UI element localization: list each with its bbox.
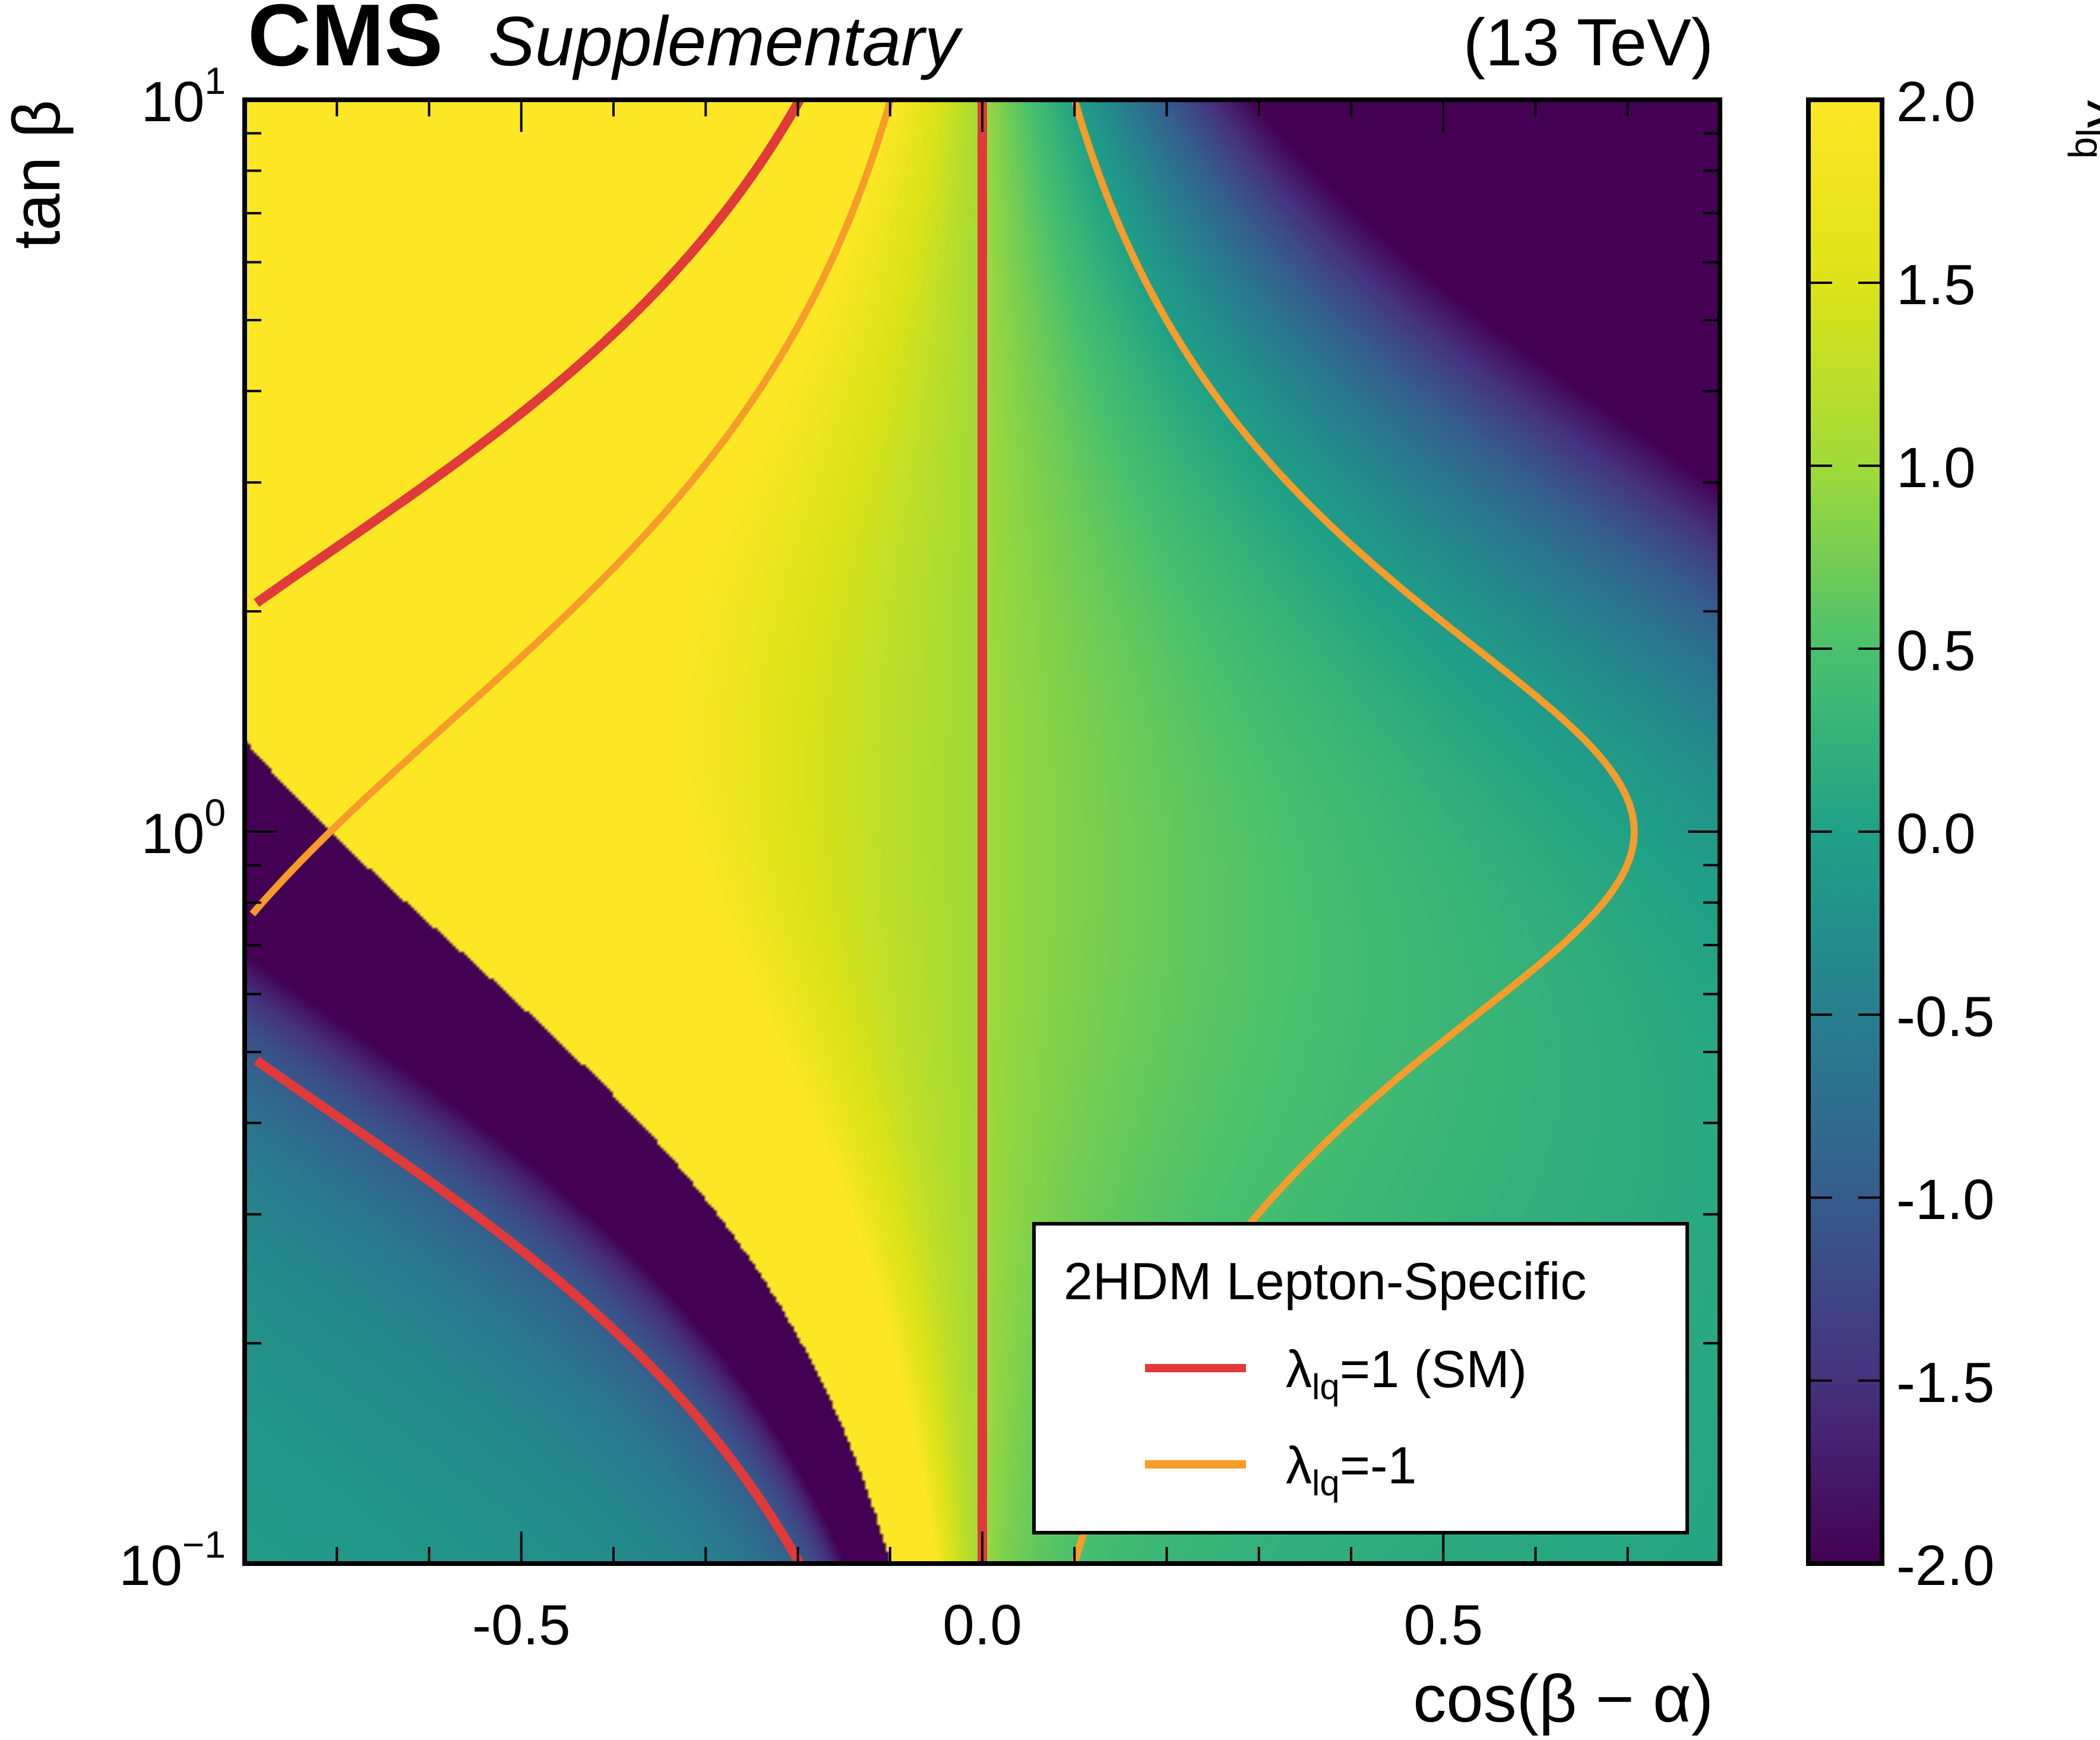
colorbar-tick-label: -0.5 bbox=[1896, 985, 1994, 1049]
colorbar-tick-label: -1.5 bbox=[1896, 1351, 1994, 1414]
x-ticks: -0.5 0.0 0.5 bbox=[243, 100, 1721, 1657]
legend-sm-subscript: lq bbox=[1312, 1367, 1340, 1407]
colorbar-tick-label: 1.5 bbox=[1896, 253, 1975, 317]
colorbar-label-subscript: lq bbox=[2067, 128, 2100, 159]
x-axis-label: cos(β − α) bbox=[1413, 1662, 1713, 1736]
colorbar-tick-label: 2.0 bbox=[1896, 70, 1975, 134]
y-tick-base: 10 bbox=[119, 1534, 182, 1597]
x-tick-label: 0.0 bbox=[943, 1593, 1021, 1657]
legend-minus-one-subscript: lq bbox=[1312, 1463, 1340, 1503]
y-tick-label: 10−1 bbox=[119, 1523, 226, 1597]
y-tick-label: 101 bbox=[141, 59, 226, 134]
y-tick-base: 10 bbox=[141, 70, 205, 134]
colorbar-label-symbol: λ bbox=[2075, 100, 2100, 128]
colorbar: 2.0 1.5 1.0 0.5 0.0 -0.5 -1.0 -1.5 -2.0 λlq bbox=[1806, 70, 2100, 1597]
y-tick-exponent: 1 bbox=[204, 59, 226, 102]
legend-minus-one-symbol: λ bbox=[1286, 1436, 1312, 1495]
legend-title: 2HDM Lepton-Specific bbox=[1064, 1252, 1586, 1310]
colorbar-tick-label: 1.0 bbox=[1896, 436, 1975, 500]
legend-sm-text: =1 (SM) bbox=[1340, 1340, 1527, 1398]
colorbar-label: λlq bbox=[2067, 100, 2100, 159]
y-tick-exponent: −1 bbox=[182, 1523, 226, 1566]
heatmap bbox=[245, 100, 1720, 1564]
y-tick-exponent: 0 bbox=[204, 791, 226, 834]
y-tick-base: 10 bbox=[141, 802, 205, 866]
y-axis-label: tan β bbox=[0, 100, 74, 249]
colorbar-ticks: 2.0 1.5 1.0 0.5 0.0 -0.5 -1.0 -1.5 -2.0 bbox=[1808, 70, 1994, 1597]
tag-label: Supplementary bbox=[488, 2, 963, 81]
energy-label: (13 TeV) bbox=[1463, 5, 1713, 80]
x-tick-label: -0.5 bbox=[472, 1593, 570, 1657]
legend-box bbox=[1032, 1222, 1689, 1534]
legend-sm-label: λlq=1 (SM) bbox=[1286, 1340, 1527, 1407]
legend-minus-one-label: λlq=-1 bbox=[1286, 1436, 1416, 1503]
colorbar-tick-label: -2.0 bbox=[1896, 1534, 1994, 1597]
colorbar-tick-label: 0.5 bbox=[1896, 619, 1975, 683]
colorbar-tick-label: 0.0 bbox=[1896, 802, 1975, 866]
legend-minus-one-text: =-1 bbox=[1340, 1436, 1417, 1495]
y-tick-label: 100 bbox=[141, 791, 226, 866]
legend-sm-symbol: λ bbox=[1286, 1340, 1312, 1398]
contour-sm-line bbox=[254, 100, 987, 1564]
colorbar-tick-label: -1.0 bbox=[1896, 1168, 1994, 1231]
experiment-label: CMS bbox=[248, 0, 443, 84]
legend: 2HDM Lepton-Specific λlq=1 (SM) λlq=-1 bbox=[1032, 1222, 1689, 1534]
x-tick-label: 0.5 bbox=[1404, 1593, 1483, 1657]
